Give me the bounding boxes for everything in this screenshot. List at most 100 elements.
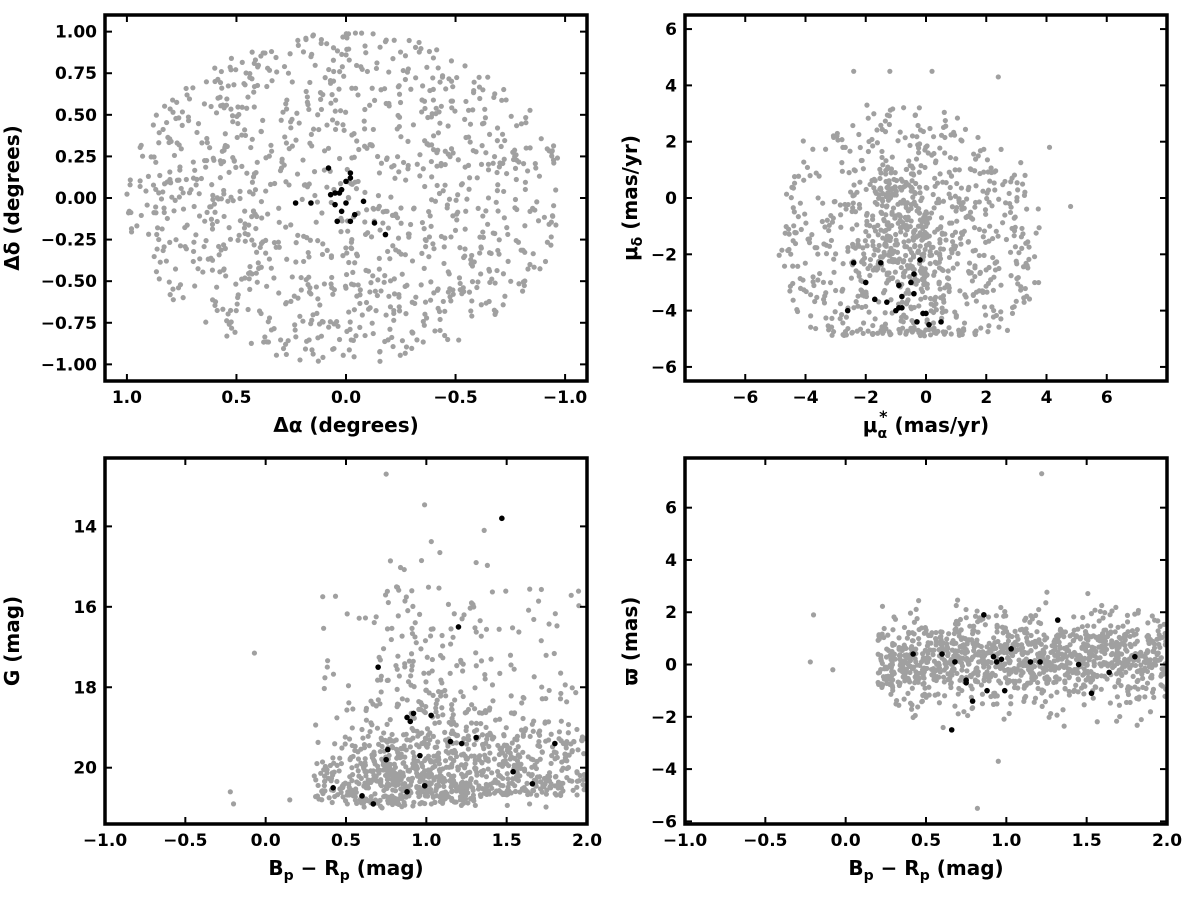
y-tick-label: 6	[665, 499, 677, 519]
background-point	[237, 195, 243, 202]
background-point	[549, 753, 555, 759]
background-point	[353, 333, 359, 339]
background-point	[444, 205, 450, 211]
background-point	[494, 267, 500, 274]
background-point	[1028, 667, 1034, 673]
background-point	[377, 701, 383, 707]
background-point	[972, 263, 978, 269]
background-point	[295, 295, 301, 301]
background-point	[565, 721, 572, 728]
background-point	[887, 186, 893, 193]
background-point	[375, 193, 382, 199]
background-point	[329, 117, 336, 123]
background-point	[330, 45, 337, 51]
background-point	[934, 180, 941, 186]
background-point	[537, 756, 543, 762]
background-point	[344, 250, 350, 256]
background-point	[894, 241, 901, 247]
background-point	[1116, 677, 1122, 683]
background-point	[256, 265, 262, 271]
background-point	[330, 755, 336, 761]
background-point	[321, 685, 327, 692]
background-point	[124, 191, 130, 197]
background-point	[1034, 629, 1040, 635]
background-point	[137, 183, 143, 190]
background-point	[820, 279, 827, 285]
background-point	[913, 606, 919, 613]
background-point	[403, 344, 410, 350]
background-point	[305, 249, 311, 256]
background-point	[915, 249, 921, 256]
background-point	[1084, 662, 1090, 668]
background-point	[991, 180, 997, 186]
background-point	[470, 787, 476, 794]
background-point	[851, 68, 857, 74]
background-point	[1052, 646, 1058, 652]
background-point	[430, 133, 437, 139]
background-point	[415, 758, 421, 764]
background-point	[980, 188, 986, 194]
background-point	[350, 706, 356, 712]
background-point	[389, 625, 395, 631]
background-point	[1098, 686, 1104, 692]
x-tick-label: 1.0	[411, 831, 441, 851]
member-point	[884, 299, 890, 305]
background-point	[787, 288, 793, 294]
background-point	[966, 270, 972, 276]
background-point	[1117, 713, 1123, 720]
member-point	[330, 785, 336, 791]
background-point	[177, 167, 183, 173]
background-point	[874, 140, 880, 146]
background-point	[349, 778, 355, 784]
background-point	[943, 237, 949, 243]
background-point	[855, 293, 861, 299]
background-point	[463, 727, 469, 734]
background-point	[145, 173, 152, 179]
background-point	[897, 129, 903, 135]
background-point	[150, 182, 157, 188]
background-point	[1021, 698, 1027, 704]
background-point	[332, 108, 338, 114]
background-point	[839, 160, 845, 166]
background-point	[257, 244, 263, 251]
background-point	[224, 333, 230, 339]
background-point	[314, 199, 321, 205]
background-point	[911, 266, 917, 273]
background-point	[978, 325, 984, 331]
background-point	[502, 753, 508, 759]
background-point	[924, 659, 931, 665]
background-point	[343, 245, 349, 251]
background-point	[1122, 632, 1128, 638]
background-point	[283, 101, 289, 107]
background-point	[915, 145, 922, 151]
background-point	[518, 727, 525, 733]
background-point	[1022, 172, 1028, 178]
background-point	[1025, 239, 1031, 245]
background-point	[474, 284, 480, 291]
background-point	[1102, 638, 1109, 644]
background-point	[487, 791, 493, 797]
background-point	[981, 304, 988, 310]
background-point	[1124, 612, 1131, 618]
background-point	[813, 325, 819, 332]
background-point	[1120, 662, 1126, 669]
background-point	[483, 300, 489, 306]
background-point	[350, 269, 356, 276]
background-point	[1134, 695, 1140, 701]
background-point	[249, 237, 255, 243]
background-point	[289, 79, 295, 85]
background-point	[1048, 649, 1054, 656]
background-point	[880, 674, 887, 680]
background-point	[472, 802, 478, 809]
background-point	[993, 613, 999, 619]
background-point	[371, 619, 377, 626]
background-point	[494, 138, 500, 144]
background-point	[861, 261, 867, 267]
background-point	[251, 242, 257, 248]
background-point	[876, 681, 882, 687]
background-point	[1123, 699, 1130, 706]
background-point	[180, 190, 186, 196]
background-point	[423, 743, 429, 749]
background-point	[869, 331, 875, 337]
